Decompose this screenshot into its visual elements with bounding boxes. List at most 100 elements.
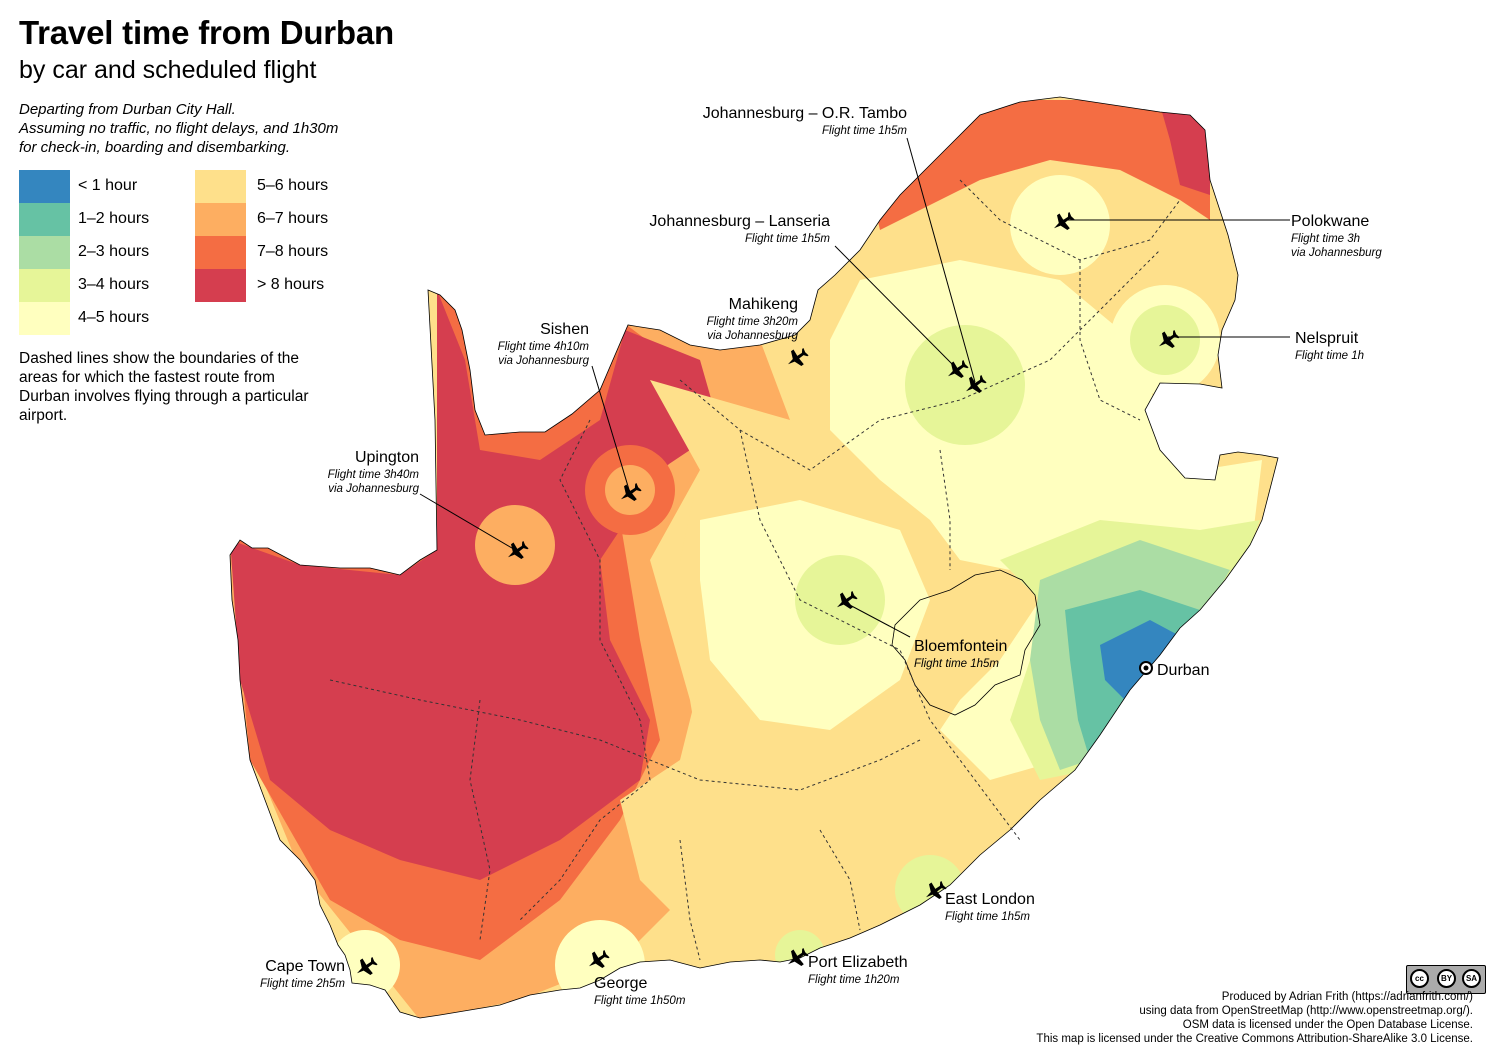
legend-label: > 8 hours [257, 276, 325, 293]
legend-swatch [19, 269, 70, 302]
legend-swatch [195, 170, 246, 203]
credit-line: OSM data is licensed under the Open Data… [1182, 1019, 1473, 1031]
airplane-icon [507, 541, 529, 559]
origin-label: Durban [1157, 662, 1209, 679]
credit-line: using data from OpenStreetMap (http://ww… [1139, 1005, 1473, 1017]
legend-label: 5–6 hours [257, 177, 329, 194]
airport-markers [356, 212, 1180, 975]
flight-time: Flight time 3h20m [707, 316, 799, 328]
airport-name: Port Elizabeth [808, 954, 908, 971]
catchment-boundaries [329, 179, 1181, 961]
airplane-icon [787, 348, 809, 366]
note-line: for check-in, boarding and disembarking. [19, 139, 290, 156]
flight-time: Flight time 1h5m [945, 911, 1030, 923]
airport-name: Bloemfontein [914, 638, 1007, 655]
airplane-icon [1053, 212, 1075, 230]
upington-halo [475, 505, 555, 585]
credit-line: Produced by Adrian Frith (https://adrian… [1221, 991, 1473, 1003]
legend-label: 4–5 hours [78, 309, 150, 326]
airplane-icon [1158, 330, 1180, 348]
legend-item: > 8 hours [195, 269, 375, 302]
flight-time: Flight time 2h5m [260, 978, 345, 990]
airport-name: Upington [355, 449, 419, 466]
dashed-lines-note: Dashed lines show the boundaries of the … [19, 350, 309, 424]
assumptions-note: Departing from Durban City Hall. Assumin… [19, 100, 419, 157]
legend-label: 1–2 hours [78, 210, 150, 227]
legend-label: < 1 hour [78, 177, 138, 194]
legend-item: 3–4 hours [19, 269, 199, 302]
airplane-icon [356, 957, 378, 975]
airplane-icon [588, 950, 610, 968]
johannesburg-halo [905, 325, 1025, 445]
airport-name: George [594, 975, 647, 992]
credit-line: This map is licensed under the Creative … [1036, 1033, 1473, 1045]
boundary-line [329, 679, 921, 791]
boundary-line [819, 829, 861, 931]
flight-time: Flight time 1h [1295, 350, 1364, 362]
airplane-icon [787, 948, 809, 966]
airport-name: Sishen [540, 321, 589, 338]
flight-time: Flight time 1h5m [914, 658, 999, 670]
legend-item: 5–6 hours [195, 170, 375, 203]
boundary-line [519, 419, 651, 921]
airplane-icon [836, 591, 858, 609]
airport-name: Cape Town [265, 958, 345, 975]
legend-item: 6–7 hours [195, 203, 375, 236]
airplane-icon [965, 375, 987, 393]
legend-item: < 1 hour [19, 170, 199, 203]
leader-line [419, 493, 518, 552]
legend-item: 7–8 hours [195, 236, 375, 269]
cc-icon: cc [1410, 969, 1429, 988]
via-note: via Johannesburg [1291, 247, 1382, 259]
legend-label: 3–4 hours [78, 276, 150, 293]
airport-name: Nelspruit [1295, 330, 1359, 347]
airplane-icon [925, 881, 947, 899]
airport-name: Johannesburg – O.R. Tambo [703, 105, 907, 122]
legend-swatch [19, 302, 70, 335]
legend-swatch [195, 236, 246, 269]
airplane-icon [947, 360, 969, 378]
flight-time: Flight time 1h50m [594, 995, 686, 1007]
cc-license-badge: cc BY SA [1406, 965, 1486, 994]
legend-item: 1–2 hours [19, 203, 199, 236]
leader-line [834, 245, 959, 371]
boundary-line [939, 449, 951, 570]
legend-swatch [19, 236, 70, 269]
note-line: Assuming no traffic, no flight delays, a… [19, 120, 339, 137]
by-icon: BY [1437, 969, 1456, 988]
leader-line [906, 137, 976, 383]
legend-swatch [19, 170, 70, 203]
flight-time: Flight time 4h10m [498, 341, 590, 353]
note-line: Departing from Durban City Hall. [19, 101, 236, 118]
boundary-line [469, 699, 491, 941]
flight-time: Flight time 1h5m [822, 125, 907, 137]
legend-label: 7–8 hours [257, 243, 329, 260]
zone-under-1 [1100, 620, 1178, 700]
legend-label: 2–3 hours [78, 243, 150, 260]
zone-north-over-8 [1160, 105, 1210, 195]
flight-time: Flight time 3h40m [328, 469, 420, 481]
boundary-line [679, 839, 701, 961]
sishen-halo [605, 465, 655, 515]
legend-swatch [195, 269, 246, 302]
leader-line [845, 602, 911, 638]
sa-icon: SA [1462, 969, 1481, 988]
via-note: via Johannesburg [707, 330, 798, 342]
leader-lines [419, 137, 1290, 638]
flight-time: Flight time 3h [1291, 233, 1360, 245]
airplane-icon [620, 483, 642, 501]
airport-name: Polokwane [1291, 213, 1369, 230]
map-subtitle: by car and scheduled flight [19, 56, 317, 84]
flight-time: Flight time 1h5m [745, 233, 830, 245]
airport-name: Mahikeng [729, 296, 798, 313]
via-note: via Johannesburg [328, 483, 419, 495]
airport-name: East London [945, 891, 1035, 908]
legend-swatch [195, 203, 246, 236]
legend-item: 4–5 hours [19, 302, 199, 335]
boundary-line [679, 249, 1161, 471]
leader-line [591, 365, 631, 494]
legend-swatch [19, 203, 70, 236]
